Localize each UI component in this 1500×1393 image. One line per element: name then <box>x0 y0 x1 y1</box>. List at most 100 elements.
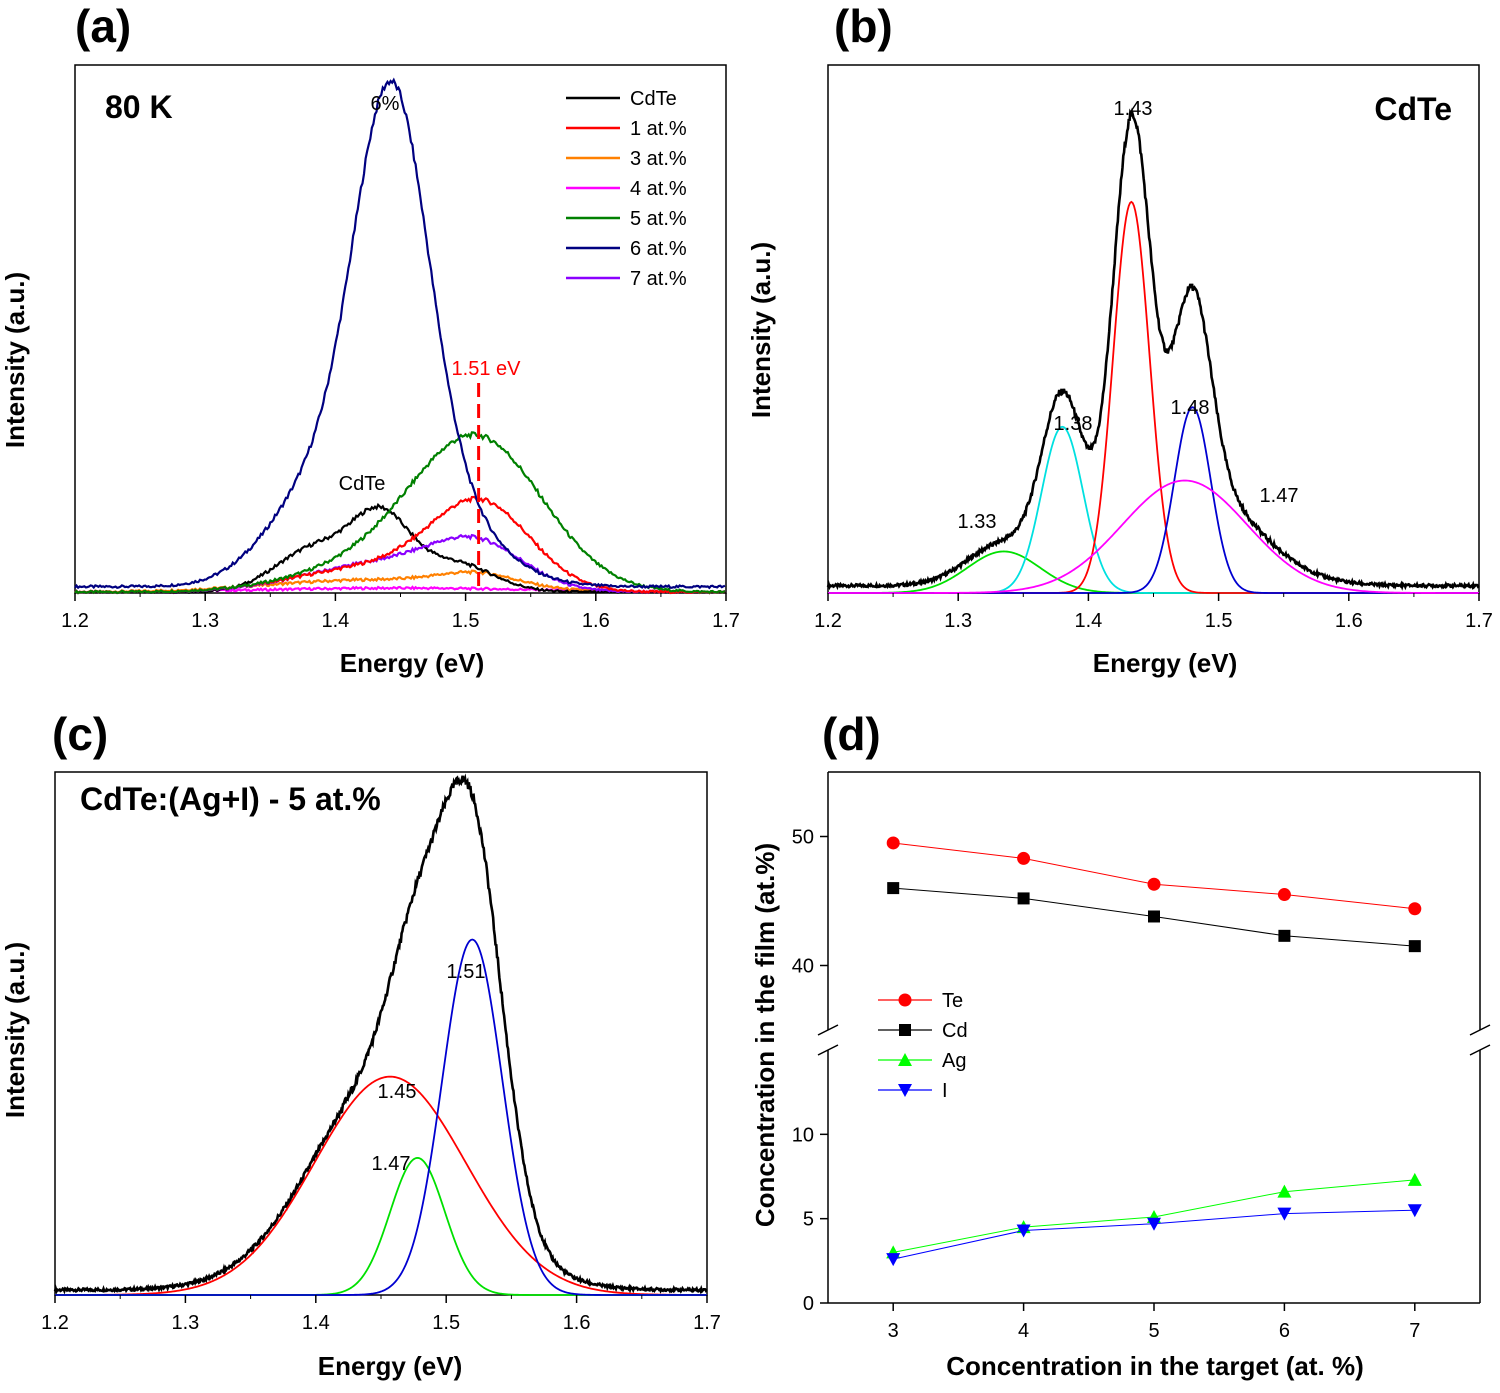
x-tick-label-c: 1.6 <box>563 1312 591 1334</box>
cdte-curve-label: CdTe <box>339 473 386 495</box>
curves-c <box>53 773 708 1296</box>
y-tick-label-d: 5 <box>803 1209 814 1231</box>
peak-label-b-1.48: 1.48 <box>1171 397 1210 419</box>
x-tick-label-a: 1.2 <box>61 610 89 632</box>
data-point-te <box>1017 851 1031 865</box>
x-tick-label-a: 1.6 <box>582 610 610 632</box>
x-tick-label-c: 1.3 <box>171 1312 199 1334</box>
x-tick-label-b: 1.7 <box>1465 610 1493 632</box>
fit-peak-b-1.38 <box>828 425 1479 594</box>
data-point-i <box>1016 1224 1031 1238</box>
legend-label-d: Ag <box>942 1050 966 1072</box>
x-axis-title-b: Energy (eV) <box>1093 648 1238 678</box>
data-point-i <box>1407 1204 1422 1218</box>
curves-b <box>826 107 1480 594</box>
x-tick-label-d: 6 <box>1279 1320 1290 1342</box>
axis-break-mark <box>817 1044 839 1056</box>
legend-label-a: CdTe <box>630 88 677 110</box>
fit-peak-c-1.51 <box>55 938 707 1296</box>
x-tick-label-d: 3 <box>888 1320 899 1342</box>
fit-peak-c-1.47 <box>55 1156 707 1296</box>
measured-spectrum-c <box>53 773 708 1295</box>
x-tick-label-b: 1.2 <box>814 610 842 632</box>
data-point-i <box>1147 1217 1161 1231</box>
y-axis-title-c: Intensity (a.u.) <box>0 942 30 1118</box>
legend-label-d: Cd <box>942 1020 968 1042</box>
panel-d: (d) 0 5 10 40 50 3 4 5 6 7 Concentration in the t… <box>750 708 1491 1381</box>
x-ticks-a: 1.2 1.3 1.4 1.5 1.6 1.7 <box>61 593 740 632</box>
plot-frame-a <box>74 64 727 594</box>
series-line-cdte <box>74 502 726 595</box>
data-point-te <box>1147 877 1161 891</box>
legend-label-a: 3 at.% <box>630 148 687 170</box>
x-tick-label-c: 1.5 <box>432 1312 460 1334</box>
fit-peak-b-1.48 <box>828 406 1479 594</box>
legend-marker-cd <box>899 1024 911 1036</box>
legend-label-d: I <box>942 1080 948 1102</box>
sample-label-b: CdTe <box>1374 91 1452 127</box>
y-axis-title-b: Intensity (a.u.) <box>746 242 776 418</box>
axes-d: 0 5 10 40 50 3 4 5 6 7 <box>792 771 1491 1342</box>
y-axis-title-a: Intensity (a.u.) <box>0 272 30 448</box>
axis-break-mark <box>817 1024 839 1036</box>
x-axis-title-a: Energy (eV) <box>340 648 485 678</box>
plot-frame-c <box>54 771 708 1296</box>
fit-peak-c-1.45 <box>55 1075 708 1296</box>
peak-label-c-1.47: 1.47 <box>372 1153 411 1175</box>
legend-label-a: 6 at.% <box>630 238 687 260</box>
x-tick-label-b: 1.5 <box>1205 610 1233 632</box>
x-tick-label-b: 1.4 <box>1074 610 1102 632</box>
peak-label-c-1.45: 1.45 <box>378 1081 417 1103</box>
data-point-ag <box>1407 1172 1422 1186</box>
x-tick-label-d: 5 <box>1148 1320 1159 1342</box>
series-line-5-at- <box>74 431 726 595</box>
data-point-cd <box>1278 929 1291 942</box>
x-tick-label-a: 1.3 <box>191 610 219 632</box>
y-tick-label-d: 50 <box>792 827 814 849</box>
x-tick-label-a: 1.5 <box>452 610 480 632</box>
x-tick-label-c: 1.4 <box>302 1312 330 1334</box>
legend-d: Te Cd Ag I <box>878 990 968 1102</box>
legend-marker-te <box>898 993 912 1007</box>
data-point-i <box>1277 1207 1292 1221</box>
data-point-cd <box>887 882 900 895</box>
y-tick-label-d: 0 <box>803 1293 814 1315</box>
data-point-cd <box>1148 910 1160 923</box>
legend-marker-i <box>898 1084 912 1097</box>
data-point-ag <box>1277 1184 1292 1198</box>
panel-label-b: (b) <box>834 0 893 52</box>
x-tick-label-d: 4 <box>1018 1320 1029 1342</box>
legend-label-a: 1 at.% <box>630 118 687 140</box>
peak-label-b-1.47: 1.47 <box>1260 485 1299 507</box>
panel-b: (b) 1.2 1.3 1.4 1.5 1.6 1.7 Energy (eV) Inten… <box>746 0 1493 678</box>
peak-label-6pct: 6% <box>371 93 400 115</box>
data-point-te <box>1277 888 1291 902</box>
legend-label-d: Te <box>942 990 963 1012</box>
panel-c: (c) 1.2 1.3 1.4 1.5 1.6 1.7 Energy (eV) Inten… <box>0 708 721 1381</box>
axis-break-mark <box>1469 1044 1491 1056</box>
data-point-i <box>886 1253 901 1267</box>
peak-label-b-1.43: 1.43 <box>1114 98 1153 120</box>
panel-a: (a) 1.2 1.3 1.4 1.5 1.6 1.7 Energy (eV) Inten… <box>0 0 740 678</box>
series-line-te <box>893 842 1415 910</box>
y-tick-label-d: 40 <box>792 956 814 978</box>
x-axis-title-c: Energy (eV) <box>318 1351 463 1381</box>
fit-peak-b-1.43 <box>828 200 1479 594</box>
vline-label: 1.51 eV <box>452 358 522 380</box>
legend-label-a: 4 at.% <box>630 178 687 200</box>
panel-label-a: (a) <box>75 0 131 52</box>
series-line-6-at- <box>74 77 726 590</box>
legend-label-a: 5 at.% <box>630 208 687 230</box>
x-tick-label-b: 1.6 <box>1335 610 1363 632</box>
data-point-te <box>886 836 900 850</box>
axis-break-mark <box>1469 1024 1491 1036</box>
series-d <box>886 836 1422 1267</box>
fit-peak-b-1.47 <box>828 479 1479 594</box>
x-tick-label-b: 1.3 <box>944 610 972 632</box>
x-tick-label-c: 1.2 <box>41 1312 69 1334</box>
sample-label-c: CdTe:(Ag+I) - 5 at.% <box>80 781 381 817</box>
x-tick-label-a: 1.7 <box>712 610 740 632</box>
temperature-label: 80 K <box>105 89 173 125</box>
legend-label-a: 7 at.% <box>630 268 687 290</box>
